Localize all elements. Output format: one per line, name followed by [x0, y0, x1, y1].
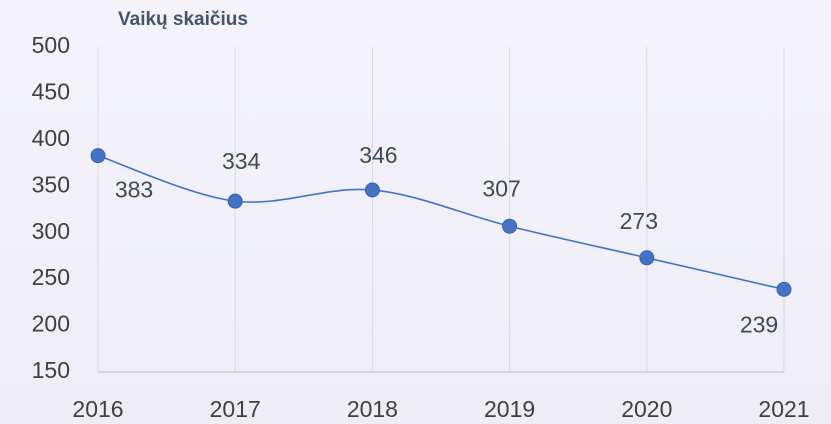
data-label: 346: [359, 142, 397, 168]
line: [97, 154, 785, 291]
chart-title: Vaikų skaičius: [118, 9, 248, 30]
x-tick-label: 2020: [621, 396, 672, 422]
point: [227, 193, 243, 209]
point: [502, 218, 518, 234]
y-tick-label: 450: [32, 79, 70, 105]
x-tick-label: 2021: [758, 396, 809, 422]
y-tick-label: 500: [32, 32, 70, 58]
y-tick-label: 300: [32, 218, 70, 244]
x-tick-label: 2018: [347, 396, 398, 422]
data-label: 307: [482, 175, 520, 201]
y-tick-label: 400: [32, 125, 70, 151]
point: [90, 148, 106, 164]
data-label: 239: [740, 311, 778, 337]
x-tick-label: 2017: [210, 396, 261, 422]
x-tick-label: 2019: [484, 396, 535, 422]
y-tick-label: 350: [32, 171, 70, 197]
y-tick-label: 250: [32, 264, 70, 290]
y-tick-label: 150: [32, 357, 70, 383]
point: [776, 281, 792, 297]
data-label: 334: [222, 148, 261, 174]
point: [639, 250, 655, 266]
data-label: 273: [620, 208, 658, 234]
point: [364, 182, 380, 198]
data-label: 383: [115, 177, 153, 203]
x-tick-label: 2016: [72, 396, 123, 422]
y-tick-label: 200: [32, 311, 70, 337]
